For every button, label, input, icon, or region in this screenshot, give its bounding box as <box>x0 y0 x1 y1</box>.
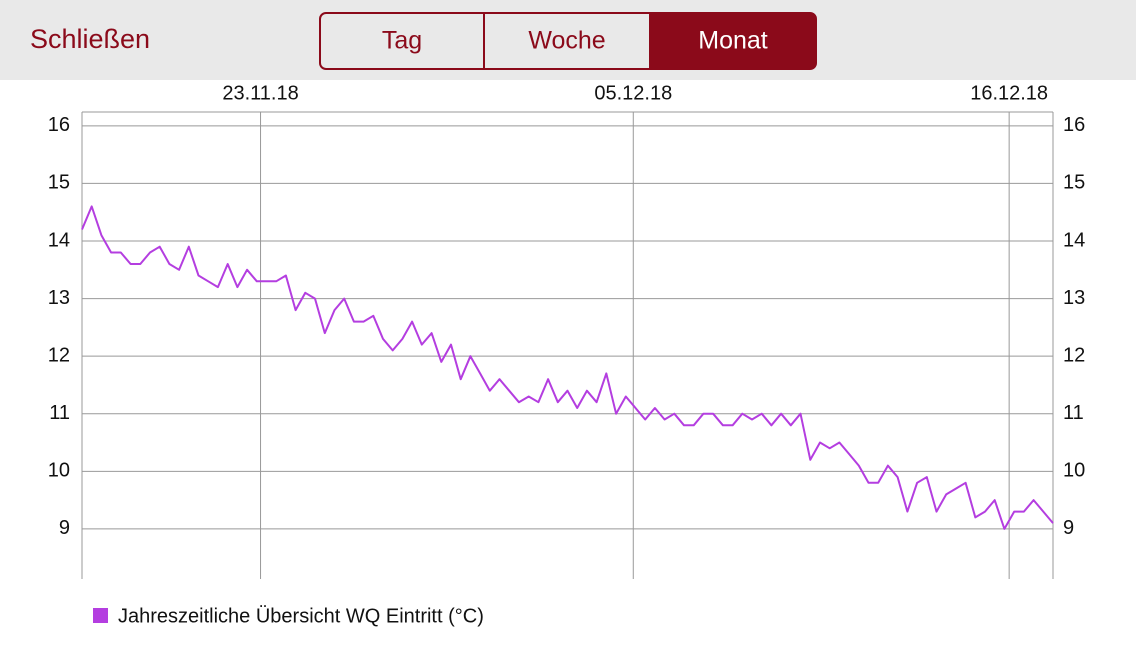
segment-selected <box>650 13 816 69</box>
y-tick-label: 12 <box>48 344 70 366</box>
y2-tick-label: 9 <box>1063 517 1074 539</box>
close-button[interactable]: Schließen <box>30 24 150 54</box>
y2-tick-label: 13 <box>1063 287 1085 309</box>
chart: 9 9 10 10 11 11 12 12 13 13 14 14 15 15 16 16 23.11.18 05… <box>48 82 1086 627</box>
y-tick-label: 10 <box>48 460 70 482</box>
y-tick-label: 15 <box>48 172 70 194</box>
x-tick-label: 05.12.18 <box>594 82 672 104</box>
y-tick-label: 11 <box>49 402 70 424</box>
data-line <box>81 205 1054 530</box>
legend-label: Jahreszeitliche Übersicht WQ Eintritt (°… <box>118 605 484 627</box>
segment-label[interactable]: Woche <box>528 27 605 55</box>
segment-label[interactable]: Tag <box>382 27 422 55</box>
y2-tick-label: 12 <box>1063 344 1085 366</box>
y2-tick-label: 16 <box>1063 114 1085 136</box>
x-tick-label: 23.11.18 <box>222 82 298 104</box>
y-tick-label: 16 <box>48 114 70 136</box>
y2-tick-label: 11 <box>1063 402 1084 424</box>
y2-tick-label: 10 <box>1063 460 1085 482</box>
legend-swatch <box>93 608 108 623</box>
segmented-control: Tag Woche Monat <box>319 12 817 70</box>
y-tick-label: 14 <box>48 229 70 251</box>
x-tick-label: 16.12.18 <box>970 82 1048 104</box>
y-tick-label: 9 <box>59 517 70 539</box>
segment-label[interactable]: Monat <box>698 27 768 55</box>
y-tick-label: 13 <box>48 287 70 309</box>
y2-tick-label: 14 <box>1063 229 1085 251</box>
y2-tick-label: 15 <box>1063 172 1085 194</box>
